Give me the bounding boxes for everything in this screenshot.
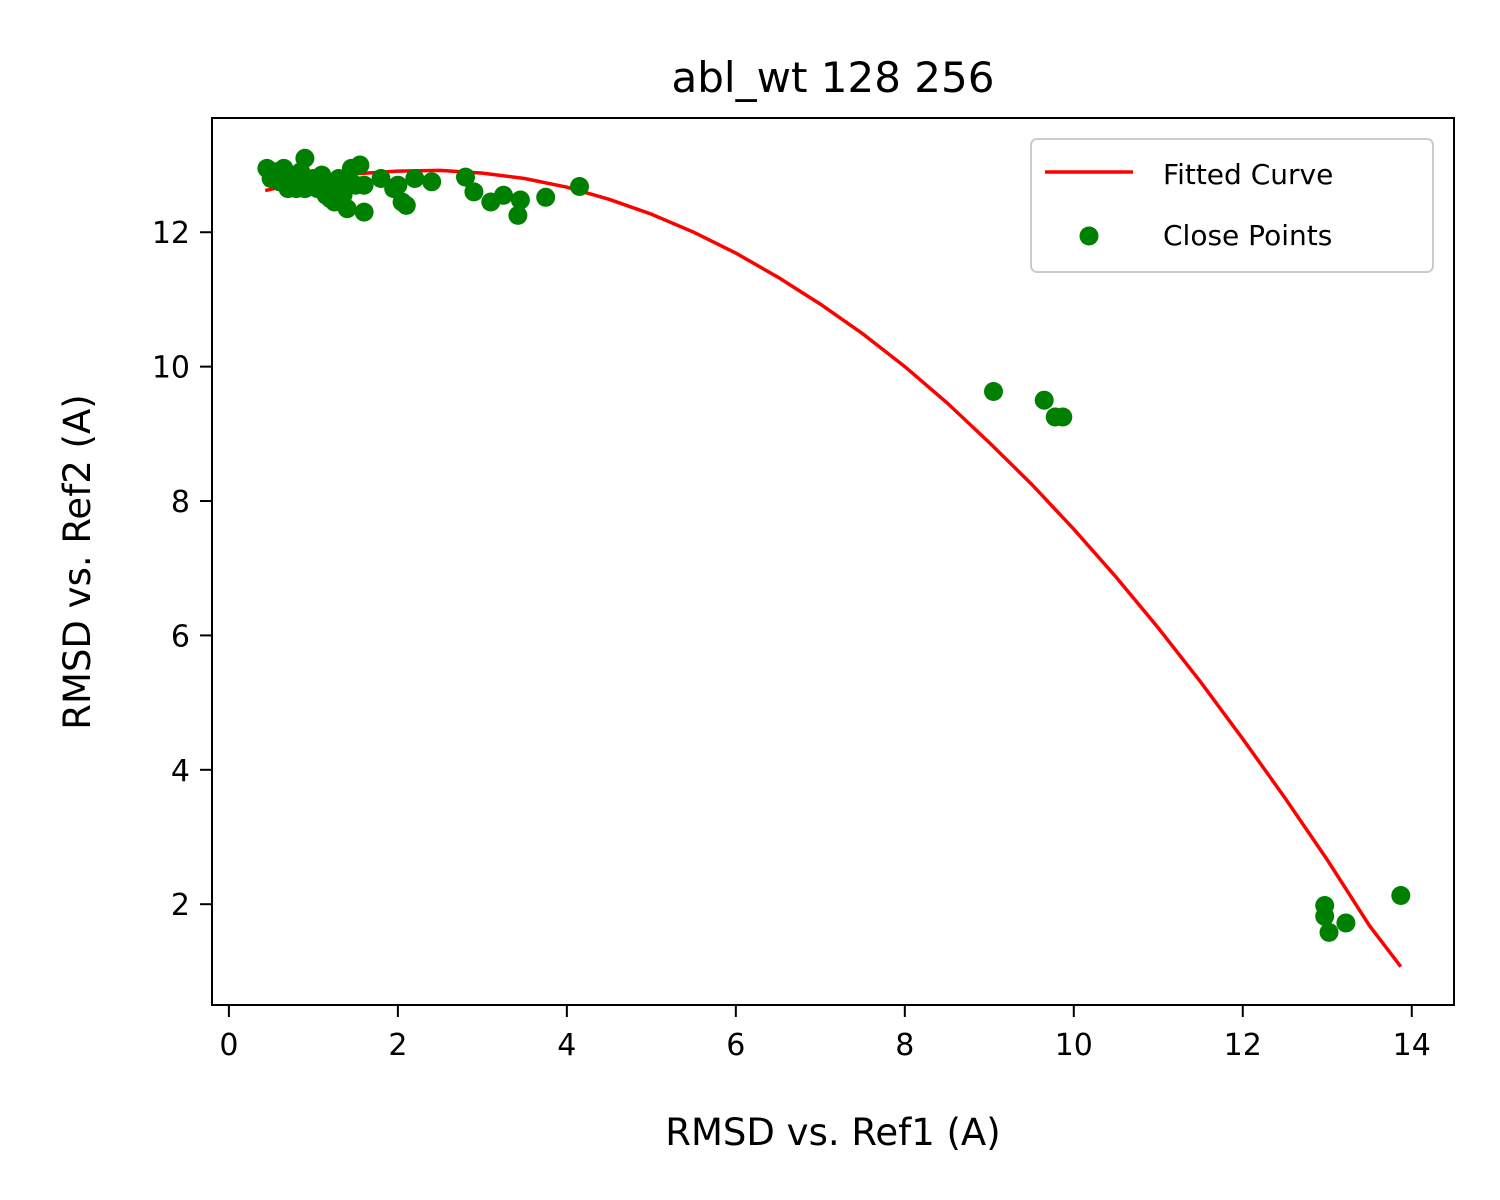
x-axis-ticks: 0 2 4 6 8 10 12 14	[219, 1005, 1431, 1063]
close-points-layer	[257, 148, 1411, 942]
close-point	[337, 172, 357, 192]
x-tick-label: 12	[1224, 1028, 1262, 1063]
x-tick-label: 14	[1393, 1028, 1431, 1063]
close-point	[1053, 407, 1073, 427]
chart-title: abl_wt 128 256	[672, 53, 995, 102]
close-point	[536, 187, 556, 207]
close-point	[371, 169, 391, 188]
legend-close-points-swatch	[1079, 226, 1099, 246]
close-point	[405, 169, 425, 188]
y-tick-label: 10	[152, 351, 190, 386]
x-tick-label: 6	[726, 1028, 745, 1063]
y-axis-label: RMSD vs. Ref2 (A)	[56, 394, 99, 729]
close-point	[295, 179, 315, 199]
close-point	[984, 382, 1003, 401]
close-point	[510, 190, 530, 210]
close-point	[494, 185, 513, 205]
x-tick-label: 4	[557, 1028, 576, 1063]
y-tick-label: 12	[152, 216, 190, 251]
legend-fitted-curve-label: Fitted Curve	[1163, 158, 1333, 191]
close-point	[354, 175, 374, 195]
plot-frame	[211, 117, 1455, 1006]
x-tick-label: 0	[219, 1028, 238, 1063]
close-point	[570, 177, 589, 196]
close-point	[1034, 390, 1054, 410]
close-point	[354, 202, 374, 222]
close-point	[464, 182, 484, 202]
close-point	[388, 175, 408, 195]
legend-close-points-label: Close Points	[1163, 219, 1332, 252]
close-point	[320, 189, 340, 209]
y-tick-label: 4	[171, 754, 190, 789]
x-axis-label: RMSD vs. Ref1 (A)	[665, 1111, 1000, 1154]
close-point	[337, 199, 357, 219]
close-point	[1336, 913, 1356, 933]
close-point	[456, 167, 475, 187]
x-tick-label: 8	[895, 1028, 914, 1063]
legend: Fitted Curve Close Points	[1030, 138, 1434, 273]
y-tick-label: 6	[171, 619, 190, 654]
close-point	[278, 179, 298, 199]
x-tick-label: 2	[388, 1028, 407, 1063]
close-point	[295, 148, 315, 168]
close-point	[396, 195, 416, 215]
close-point	[1319, 922, 1339, 942]
y-tick-label: 8	[171, 485, 190, 520]
close-point	[350, 155, 370, 175]
close-point	[1315, 906, 1335, 926]
close-point	[508, 205, 528, 225]
y-tick-label: 2	[171, 888, 190, 923]
close-point	[1391, 886, 1411, 905]
x-tick-label: 10	[1055, 1028, 1093, 1063]
close-point	[422, 172, 442, 192]
y-axis-ticks: 2 4 6 8 10 12	[152, 216, 212, 923]
